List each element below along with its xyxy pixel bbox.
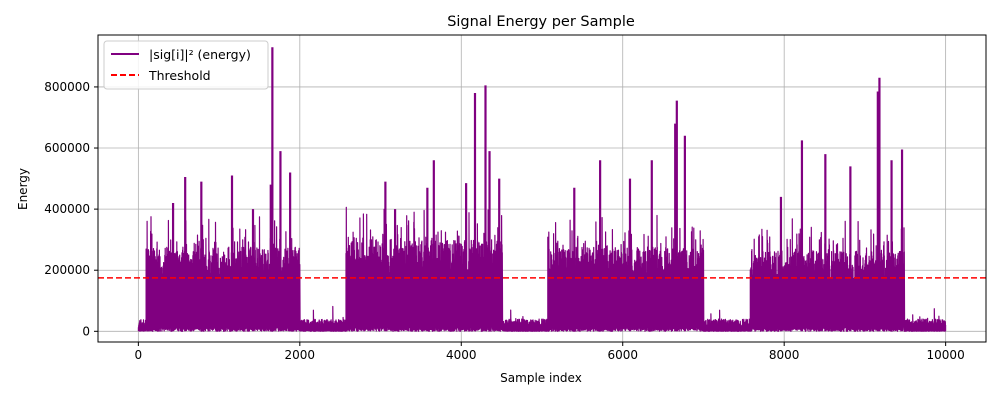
legend-box [103, 40, 269, 90]
y-axis-label: Energy [16, 168, 30, 210]
legend-energy-label: |sig[i]|² (energy) [149, 47, 251, 62]
x-axis-label: Sample index [500, 371, 582, 385]
x-tick-label: 4000 [446, 348, 477, 362]
y-tick-label: 600000 [44, 141, 90, 155]
plot-frame [97, 34, 987, 343]
x-tick-label: 2000 [285, 348, 316, 362]
plot-area [98, 47, 986, 332]
y-tick-label: 800000 [44, 80, 90, 94]
legend: |sig[i]|² (energy) Threshold [103, 40, 269, 90]
x-tick-label: 8000 [769, 348, 800, 362]
y-tick-label: 200000 [44, 263, 90, 277]
axis-ticks: 0 2000 4000 6000 8000 10000 0 200000 400000 60000… [44, 80, 965, 362]
x-tick-label: 10000 [927, 348, 965, 362]
y-tick-label: 400000 [44, 202, 90, 216]
legend-threshold-label: Threshold [148, 68, 211, 83]
x-tick-label: 0 [135, 348, 143, 362]
y-tick-label: 0 [82, 324, 90, 338]
chart-title: Signal Energy per Sample [447, 14, 635, 30]
x-tick-label: 6000 [607, 348, 638, 362]
